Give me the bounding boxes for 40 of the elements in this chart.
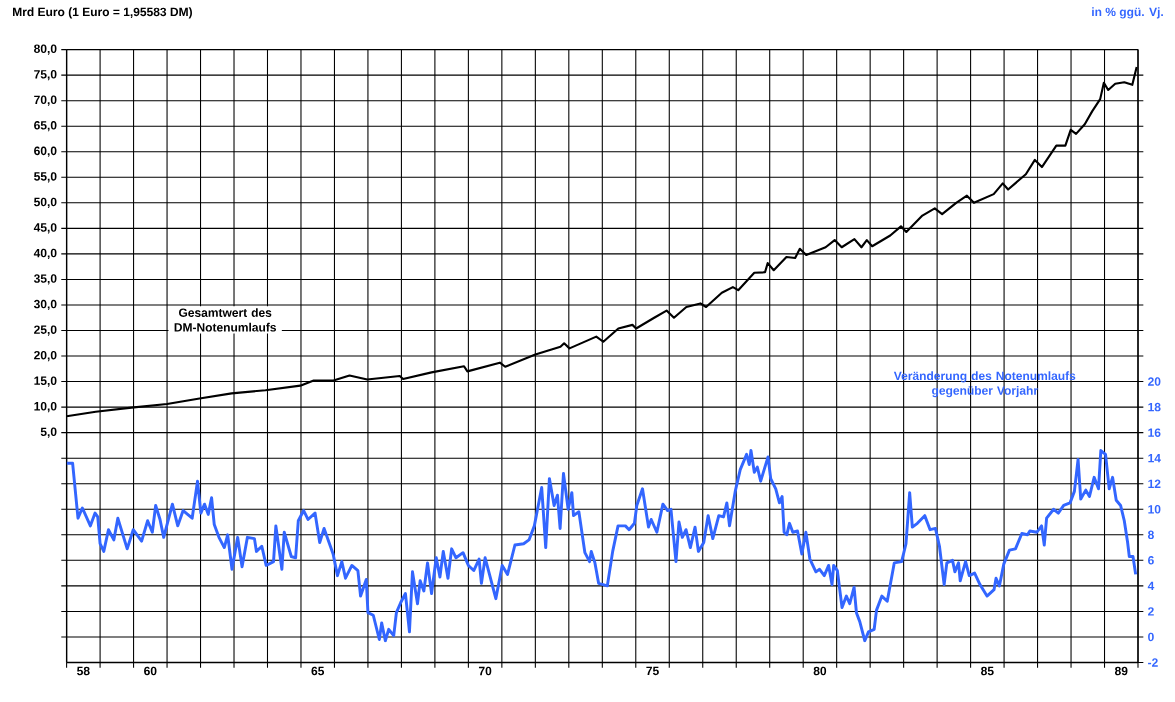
x-tick-label: 65 [311,666,325,676]
x-tick-label: 60 [144,666,157,676]
y-axis-title: Mrd Euro (1 Euro = 1,95583 DM) [13,7,192,19]
y-tick-label: 70,0 [34,95,57,106]
y-tick-label: 60,0 [34,146,57,157]
y2-tick-label: 4 [1147,581,1155,590]
line-series [66,449,1138,643]
y-tick-label: 75,0 [34,70,57,81]
y-tick-label: 30,0 [33,299,57,311]
x-tick-label: 75 [646,666,659,676]
y2-tick-label: 10 [1148,505,1161,514]
x-tick-label: 58 [77,666,90,676]
y-tick-label: 20,0 [34,350,57,362]
y2-tick-label: 18 [1148,402,1161,412]
y-tick-label: 40,0 [33,248,57,260]
y-tick-label: 15,0 [34,376,57,387]
y2-tick-label: 20 [1148,377,1161,386]
y-tick-label: 25,0 [34,325,57,336]
y-tick-label: 65,0 [34,121,57,132]
x-tick-label: 85 [981,666,994,676]
y-tick-label: 45,0 [33,223,57,234]
y-tick-label: 55,0 [34,172,57,183]
y2-tick-label: -2 [1148,658,1158,667]
text: Gesamtwert des DM-Notenumlaufs [174,308,277,332]
y2-tick-label: 8 [1147,530,1154,540]
y2-axis-title: in % ggü. Vj. [1092,7,1163,19]
x-tick-label: 80 [813,666,827,676]
x-tick-label: 70 [478,666,492,676]
y-tick-label: 80,0 [34,44,57,55]
y2-tick-label: 6 [1148,556,1154,565]
y-tick-label: 5,0 [40,427,57,438]
y-tick-label: 50,0 [34,197,57,208]
y-tick-label: 10,0 [34,401,57,413]
y-tick-label: 35,0 [33,274,57,285]
y2-tick-label: 0 [1148,632,1154,642]
x-tick-label: 89 [1114,666,1128,676]
y2-tick-label: 16 [1148,428,1161,437]
y2-tick-label: 14 [1148,454,1161,463]
y2-tick-label: 12 [1148,479,1161,488]
y2-tick-label: 2 [1148,607,1154,616]
